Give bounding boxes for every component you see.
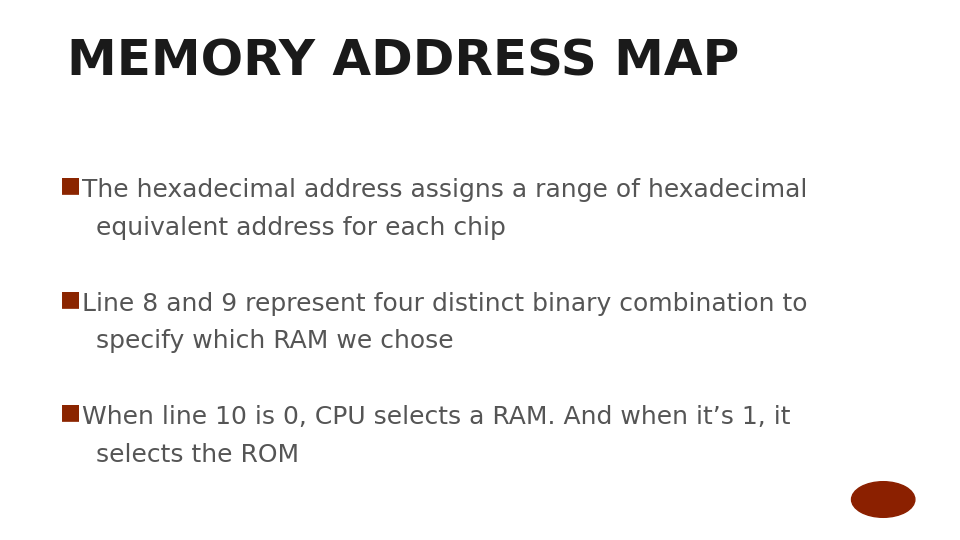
Text: ■: ■ bbox=[60, 176, 82, 195]
Text: ■: ■ bbox=[60, 402, 82, 422]
Text: Line 8 and 9 represent four distinct binary combination to: Line 8 and 9 represent four distinct bin… bbox=[82, 292, 807, 315]
Text: The hexadecimal address assigns a range of hexadecimal: The hexadecimal address assigns a range … bbox=[82, 178, 807, 202]
Text: selects the ROM: selects the ROM bbox=[96, 443, 300, 467]
Circle shape bbox=[852, 482, 915, 517]
Text: equivalent address for each chip: equivalent address for each chip bbox=[96, 216, 506, 240]
Text: ■: ■ bbox=[60, 289, 82, 309]
Text: MEMORY ADDRESS MAP: MEMORY ADDRESS MAP bbox=[67, 38, 739, 86]
Text: specify which RAM we chose: specify which RAM we chose bbox=[96, 329, 454, 353]
Text: When line 10 is 0, CPU selects a RAM. And when it’s 1, it: When line 10 is 0, CPU selects a RAM. An… bbox=[82, 405, 790, 429]
